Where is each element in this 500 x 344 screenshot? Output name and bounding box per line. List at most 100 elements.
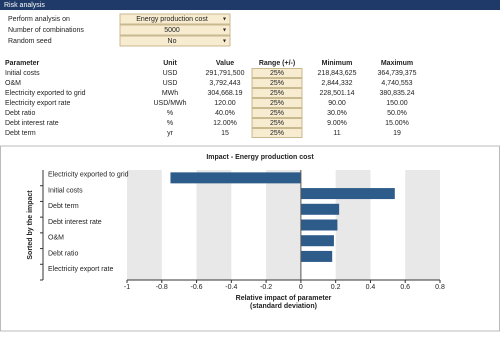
bar — [300, 219, 338, 231]
table-cell: 120.00 — [214, 100, 236, 107]
column-header: Minimum — [322, 60, 353, 67]
range-input[interactable] — [251, 108, 303, 118]
grid-band — [127, 170, 162, 280]
table-cell: USD — [163, 70, 178, 77]
y-axis-label: Sorted by the impact — [27, 190, 34, 260]
header-bar — [0, 0, 500, 10]
table-cell: 25% — [270, 120, 284, 127]
dropdown-arrow — [223, 28, 226, 32]
table-cell: Debt term — [5, 130, 36, 137]
table-cell: Debt interest rate — [5, 120, 59, 127]
header-title: Risk analysis — [4, 2, 45, 9]
setting-label: Number of combinations — [8, 27, 84, 34]
column-header: Range (+/-) — [259, 60, 295, 67]
table-cell: % — [167, 120, 173, 127]
x-tick-label: 0.6 — [400, 284, 410, 291]
table-cell: 218,843,625 — [318, 70, 357, 77]
table-cell: 380,835.24 — [379, 90, 414, 97]
table-cell: 25% — [270, 80, 284, 87]
dropdown-value: 5000 — [164, 27, 180, 34]
table-cell: 90.00 — [328, 100, 346, 107]
table-cell: MWh — [162, 90, 178, 97]
range-input[interactable] — [251, 128, 303, 138]
table-cell: 40.0% — [215, 110, 235, 117]
range-input[interactable] — [251, 88, 303, 98]
category-label: O&M — [48, 235, 64, 242]
range-input[interactable] — [251, 68, 303, 78]
table-cell: Electricity export rate — [5, 100, 70, 107]
dropdown[interactable] — [119, 24, 231, 36]
x-axis-label: (standard deviation) — [250, 303, 317, 310]
x-tick-label: -0.8 — [156, 284, 168, 291]
x-axis-label: Relative impact of parameter — [236, 295, 332, 302]
dropdown[interactable] — [119, 35, 231, 47]
dropdown-arrow — [223, 39, 226, 43]
table-cell: 25% — [270, 70, 284, 77]
table-cell: 291,791,500 — [206, 70, 245, 77]
table-cell: Debt ratio — [5, 110, 35, 117]
bar — [300, 250, 333, 262]
grid-band — [196, 170, 232, 280]
bar — [300, 235, 334, 247]
table-cell: 50.0% — [387, 110, 407, 117]
table-cell: USD/MWh — [153, 100, 186, 107]
column-header: Maximum — [381, 60, 413, 67]
dropdown[interactable] — [119, 13, 231, 25]
range-input[interactable] — [251, 118, 303, 128]
x-tick-label: 0.4 — [366, 284, 376, 291]
range-input[interactable] — [251, 98, 303, 108]
x-tick-label: 0.2 — [331, 284, 341, 291]
chart-title: Impact - Energy production cost — [206, 154, 314, 161]
table-cell: 15.00% — [385, 120, 409, 127]
grid-band — [335, 170, 371, 280]
category-label: Debt term — [48, 203, 79, 210]
table-cell: 25% — [270, 110, 284, 117]
setting-label: Perform analysis on — [8, 16, 70, 23]
grid-band — [266, 170, 301, 280]
table-cell: yr — [167, 130, 174, 137]
x-tick-label: -1 — [124, 284, 130, 291]
table-cell: O&M — [5, 80, 21, 87]
x-tick-label: 0 — [299, 284, 303, 291]
table-cell: 15 — [221, 130, 229, 137]
setting-label: Random seed — [8, 38, 52, 45]
category-label: Initial costs — [48, 187, 83, 194]
table-cell: 11 — [333, 130, 340, 137]
table-cell: 2,844,332 — [321, 80, 352, 87]
bar — [300, 203, 340, 215]
range-input[interactable] — [251, 78, 303, 88]
table-cell: 19 — [393, 130, 401, 137]
table-cell: Initial costs — [5, 70, 40, 77]
x-tick-label: -0.6 — [191, 284, 203, 291]
table-cell: 9.00% — [327, 120, 347, 127]
x-tick-label: -0.2 — [260, 284, 272, 291]
table-cell: Electricity exported to grid — [5, 90, 86, 97]
table-cell: 4,740,553 — [381, 80, 412, 87]
dropdown-arrow — [223, 17, 226, 21]
table-cell: USD — [163, 80, 178, 87]
table-cell: 3,792,443 — [209, 80, 240, 87]
grid-band — [405, 170, 440, 280]
table-cell: 304,668.19 — [207, 90, 242, 97]
column-header: Parameter — [5, 60, 40, 67]
table-cell: 30.0% — [327, 110, 347, 117]
table-cell: 228,501.14 — [319, 90, 354, 97]
table-cell: 12.00% — [213, 120, 237, 127]
category-label: Electricity export rate — [48, 266, 113, 273]
x-tick-label: -0.4 — [225, 284, 237, 291]
table-cell: 25% — [270, 130, 284, 137]
x-tick-label: 0.8 — [435, 284, 445, 291]
dropdown-value: No — [168, 38, 177, 45]
category-label: Debt ratio — [48, 250, 78, 257]
bar — [300, 188, 395, 200]
table-cell: % — [167, 110, 173, 117]
table-cell: 25% — [270, 90, 284, 97]
table-cell: 364,739,375 — [378, 70, 417, 77]
table-cell: 150.00 — [386, 100, 408, 107]
category-label: Debt interest rate — [48, 219, 102, 226]
dropdown-value: Energy production cost — [136, 16, 208, 23]
table-cell: 25% — [270, 100, 284, 107]
category-label: Electricity exported to grid — [48, 172, 129, 179]
